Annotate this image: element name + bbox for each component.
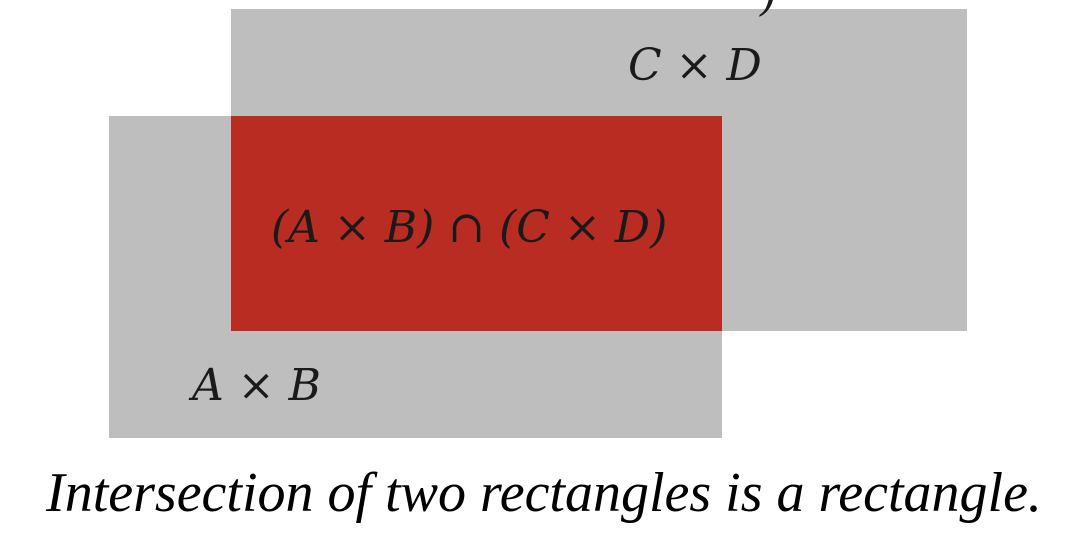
figure-caption: Intersection of two rectangles is a rect…	[46, 462, 1042, 524]
label-intersection: (A × B) ∩ (C × D)	[271, 202, 668, 253]
cropped-top-glyph: )	[760, 0, 777, 18]
label-c-times-d: C × D	[628, 40, 762, 91]
intersection-rectangle	[231, 116, 722, 331]
label-a-times-b: A × B	[192, 360, 321, 411]
